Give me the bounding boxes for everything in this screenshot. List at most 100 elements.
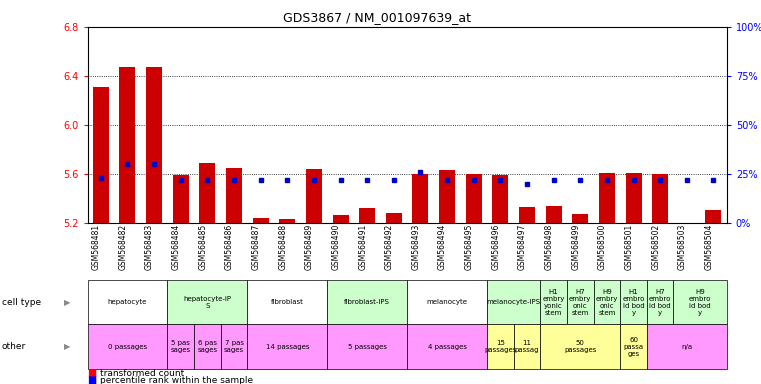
Text: 0 passages: 0 passages xyxy=(108,344,147,349)
Text: GSM568485: GSM568485 xyxy=(199,224,207,270)
Text: melanocyte: melanocyte xyxy=(427,300,467,305)
Bar xyxy=(88,324,167,369)
Bar xyxy=(333,215,349,223)
Bar xyxy=(279,219,295,223)
Text: GSM568498: GSM568498 xyxy=(545,224,553,270)
Bar xyxy=(540,324,620,369)
Text: GSM568487: GSM568487 xyxy=(252,224,260,270)
Bar xyxy=(567,280,594,324)
Text: GSM568483: GSM568483 xyxy=(145,224,154,270)
Bar xyxy=(572,214,588,223)
Text: H9
embro
id bod
y: H9 embro id bod y xyxy=(689,289,712,316)
Text: H9
embry
onic
stem: H9 embry onic stem xyxy=(596,289,618,316)
Text: fibroblast: fibroblast xyxy=(271,300,304,305)
Text: GSM568495: GSM568495 xyxy=(465,224,473,270)
Text: GSM568490: GSM568490 xyxy=(332,224,340,270)
Bar xyxy=(327,324,407,369)
Bar xyxy=(146,67,162,223)
Text: 7 pas
sages: 7 pas sages xyxy=(224,340,244,353)
Bar xyxy=(647,324,727,369)
Bar xyxy=(226,168,242,223)
Bar xyxy=(173,175,189,223)
Bar xyxy=(194,324,221,369)
Bar xyxy=(439,170,455,223)
Text: GSM568491: GSM568491 xyxy=(358,224,367,270)
Text: GSM568488: GSM568488 xyxy=(279,224,288,270)
Bar xyxy=(466,174,482,223)
Text: GSM568482: GSM568482 xyxy=(119,224,128,270)
Bar xyxy=(407,280,487,324)
Bar xyxy=(705,210,721,223)
Text: transformed count: transformed count xyxy=(100,369,185,378)
Text: GSM568486: GSM568486 xyxy=(225,224,234,270)
Text: H7
embry
onic
stem: H7 embry onic stem xyxy=(569,289,591,316)
Text: 5 pas
sages: 5 pas sages xyxy=(170,340,191,353)
Bar xyxy=(652,174,668,223)
Bar xyxy=(540,280,567,324)
Text: GSM568499: GSM568499 xyxy=(572,224,580,270)
Text: percentile rank within the sample: percentile rank within the sample xyxy=(100,376,253,384)
Bar xyxy=(221,324,247,369)
Bar xyxy=(626,172,642,223)
Text: ■: ■ xyxy=(88,375,97,384)
Text: 15
passages: 15 passages xyxy=(484,340,517,353)
Bar xyxy=(119,67,135,223)
Bar xyxy=(167,324,194,369)
Text: H1
embro
id bod
y: H1 embro id bod y xyxy=(622,289,645,316)
Bar xyxy=(487,280,540,324)
Text: hepatocyte-iP
S: hepatocyte-iP S xyxy=(183,296,231,309)
Text: melanocyte-IPS: melanocyte-IPS xyxy=(487,300,540,305)
Text: GDS3867 / NM_001097639_at: GDS3867 / NM_001097639_at xyxy=(282,12,471,25)
Bar xyxy=(199,163,215,223)
Bar xyxy=(487,324,514,369)
Bar xyxy=(594,280,620,324)
Text: 6 pas
sages: 6 pas sages xyxy=(197,340,218,353)
Text: other: other xyxy=(2,342,26,351)
Text: GSM568481: GSM568481 xyxy=(92,224,100,270)
Bar xyxy=(599,172,615,223)
Bar xyxy=(673,280,727,324)
Bar xyxy=(546,205,562,223)
Text: GSM568500: GSM568500 xyxy=(598,224,607,270)
Text: GSM568494: GSM568494 xyxy=(438,224,447,270)
Bar xyxy=(167,280,247,324)
Text: fibroblast-IPS: fibroblast-IPS xyxy=(344,300,390,305)
Text: 60
passa
ges: 60 passa ges xyxy=(623,336,644,357)
Bar xyxy=(412,174,428,223)
Text: 50
passages: 50 passages xyxy=(564,340,597,353)
Text: 4 passages: 4 passages xyxy=(428,344,466,349)
Bar xyxy=(359,208,375,223)
Text: n/a: n/a xyxy=(681,344,693,349)
Text: GSM568504: GSM568504 xyxy=(705,224,713,270)
Bar xyxy=(306,169,322,223)
Text: GSM568496: GSM568496 xyxy=(492,224,501,270)
Text: cell type: cell type xyxy=(2,298,40,307)
Bar xyxy=(407,324,487,369)
Bar xyxy=(620,280,647,324)
Text: GSM568493: GSM568493 xyxy=(412,224,420,270)
Bar xyxy=(492,175,508,223)
Bar xyxy=(386,213,402,223)
Bar xyxy=(253,218,269,223)
Bar xyxy=(647,280,673,324)
Text: H1
embry
yonic
stem: H1 embry yonic stem xyxy=(543,289,565,316)
Text: GSM568503: GSM568503 xyxy=(678,224,686,270)
Text: GSM568502: GSM568502 xyxy=(651,224,660,270)
Text: ▶: ▶ xyxy=(63,298,70,307)
Bar xyxy=(514,324,540,369)
Bar xyxy=(620,324,647,369)
Text: ▶: ▶ xyxy=(63,342,70,351)
Bar xyxy=(327,280,407,324)
Bar xyxy=(519,207,535,223)
Text: GSM568484: GSM568484 xyxy=(172,224,181,270)
Bar xyxy=(247,280,327,324)
Bar xyxy=(88,280,167,324)
Text: H7
embro
id bod
y: H7 embro id bod y xyxy=(649,289,671,316)
Text: 11
passag: 11 passag xyxy=(514,340,540,353)
Text: 5 passages: 5 passages xyxy=(348,344,387,349)
Bar xyxy=(247,324,327,369)
Text: ■: ■ xyxy=(88,368,97,378)
Text: hepatocyte: hepatocyte xyxy=(108,300,147,305)
Text: 14 passages: 14 passages xyxy=(266,344,309,349)
Text: GSM568489: GSM568489 xyxy=(305,224,314,270)
